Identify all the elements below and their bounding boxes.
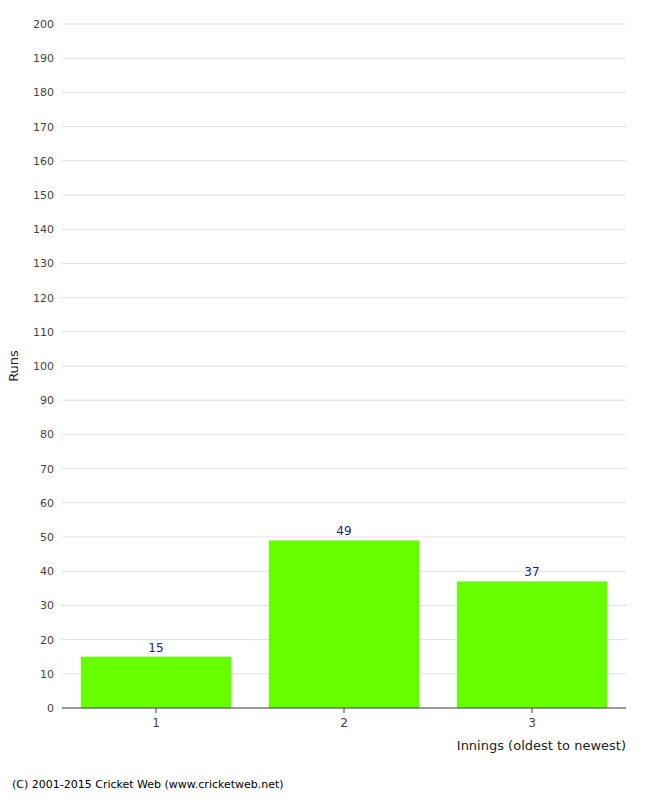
grid-line [62, 366, 626, 367]
y-tick-label: 30 [40, 599, 54, 612]
bar [269, 540, 419, 708]
y-tick-label: 170 [33, 121, 54, 134]
bar [81, 657, 231, 708]
y-tick-label: 200 [33, 18, 54, 31]
grid-line [62, 58, 626, 59]
y-tick-label: 0 [47, 702, 54, 715]
bars [81, 540, 607, 708]
y-axis: 0 10 20 30 40 50 60 70 80 90 100 110 120 130 140 150 160… [33, 18, 54, 715]
data-labels: 15 49 37 [148, 524, 539, 654]
data-label: 49 [336, 524, 351, 538]
data-label: 15 [148, 641, 163, 655]
y-tick-label: 190 [33, 52, 54, 65]
x-tick [532, 708, 533, 713]
grid-line [62, 331, 626, 332]
y-tick-label: 180 [33, 86, 54, 99]
y-tick-label: 20 [40, 634, 54, 647]
data-label: 37 [524, 565, 539, 579]
y-tick-label: 150 [33, 189, 54, 202]
grid-line [62, 195, 626, 196]
grid-line [62, 126, 626, 127]
y-tick-label: 70 [40, 463, 54, 476]
y-tick-label: 50 [40, 531, 54, 544]
x-axis: 1 2 3 [62, 708, 626, 730]
footer: (C) 2001-2015 Cricket Web (www.cricketwe… [12, 778, 284, 791]
y-tick-label: 110 [33, 326, 54, 339]
grid-line [62, 468, 626, 469]
x-tick [156, 708, 157, 713]
grid-line [62, 160, 626, 161]
grid-line [62, 263, 626, 264]
x-tick [344, 708, 345, 713]
y-tick-label: 160 [33, 155, 54, 168]
x-axis-label: Innings (oldest to newest) [457, 738, 626, 753]
grid-line [62, 229, 626, 230]
y-tick-label: 90 [40, 394, 54, 407]
y-tick-label: 120 [33, 292, 54, 305]
y-tick-label: 100 [33, 360, 54, 373]
grid-line [62, 92, 626, 93]
grid-line [62, 502, 626, 503]
y-tick-label: 40 [40, 565, 54, 578]
y-axis-label: Runs [6, 350, 21, 382]
grid-line [62, 24, 626, 25]
y-tick-label: 130 [33, 257, 54, 270]
x-tick-label: 3 [528, 716, 536, 730]
grid-line [62, 400, 626, 401]
y-tick-label: 140 [33, 223, 54, 236]
chart: 0 10 20 30 40 50 60 70 80 90 100 110 120 130 140 150 160… [0, 0, 650, 800]
y-tick-label: 10 [40, 668, 54, 681]
grid [62, 24, 626, 708]
x-tick-label: 2 [340, 716, 348, 730]
y-tick-label: 80 [40, 428, 54, 441]
x-tick-label: 1 [152, 716, 160, 730]
y-tick-label: 60 [40, 497, 54, 510]
bar [457, 581, 607, 708]
grid-line [62, 297, 626, 298]
grid-line [62, 434, 626, 435]
